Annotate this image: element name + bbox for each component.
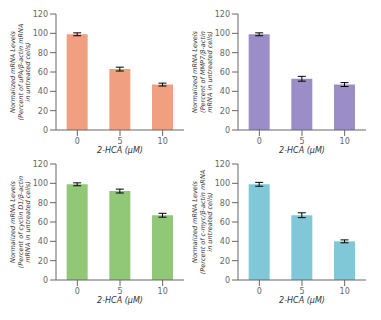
svg-text:0: 0 xyxy=(75,287,80,296)
svg-text:2-HCA (μM): 2-HCA (μM) xyxy=(97,296,143,305)
svg-text:5: 5 xyxy=(117,137,122,146)
svg-text:0: 0 xyxy=(257,287,262,296)
svg-text:2-HCA (μM): 2-HCA (μM) xyxy=(97,146,143,155)
svg-text:100: 100 xyxy=(215,179,230,188)
svg-text:40: 40 xyxy=(38,87,48,96)
svg-text:80: 80 xyxy=(220,49,230,58)
svg-text:10: 10 xyxy=(158,287,168,296)
svg-text:80: 80 xyxy=(38,49,48,58)
svg-text:Normalized mRNA Levels(Percent: Normalized mRNA Levels(Percent of c-myc/… xyxy=(191,170,214,274)
svg-text:10: 10 xyxy=(158,137,168,146)
svg-text:80: 80 xyxy=(38,199,48,208)
svg-text:100: 100 xyxy=(215,29,230,38)
svg-text:10: 10 xyxy=(340,287,350,296)
svg-text:60: 60 xyxy=(38,218,48,227)
svg-text:2-HCA (μM): 2-HCA (μM) xyxy=(279,146,325,155)
svg-text:0: 0 xyxy=(75,137,80,146)
svg-text:10: 10 xyxy=(340,137,350,146)
svg-text:20: 20 xyxy=(220,257,230,266)
svg-text:20: 20 xyxy=(220,107,230,116)
svg-text:0: 0 xyxy=(257,137,262,146)
svg-text:120: 120 xyxy=(33,10,48,19)
svg-text:5: 5 xyxy=(299,287,304,296)
svg-text:60: 60 xyxy=(220,218,230,227)
svg-text:40: 40 xyxy=(220,87,230,96)
svg-text:80: 80 xyxy=(220,199,230,208)
svg-text:40: 40 xyxy=(220,237,230,246)
svg-text:60: 60 xyxy=(38,68,48,77)
svg-text:Normalized mRNA Levels(Percent: Normalized mRNA Levels(Percent of cyclin… xyxy=(9,176,32,268)
svg-text:20: 20 xyxy=(38,107,48,116)
svg-text:100: 100 xyxy=(33,179,48,188)
svg-text:Normalized mRNA Levels(Percent: Normalized mRNA Levels(Percent of uPA/β-… xyxy=(9,24,32,121)
svg-text:0: 0 xyxy=(225,126,230,135)
svg-text:120: 120 xyxy=(33,160,48,169)
svg-text:120: 120 xyxy=(215,160,230,169)
svg-text:60: 60 xyxy=(220,68,230,77)
svg-text:40: 40 xyxy=(38,237,48,246)
svg-text:0: 0 xyxy=(43,276,48,285)
svg-text:20: 20 xyxy=(38,257,48,266)
svg-text:5: 5 xyxy=(299,137,304,146)
svg-text:5: 5 xyxy=(117,287,122,296)
svg-text:2-HCA (μM): 2-HCA (μM) xyxy=(279,296,325,305)
svg-text:0: 0 xyxy=(225,276,230,285)
svg-text:Normalized mRNA Levels(Percent: Normalized mRNA Levels(Percent of MMP7/β… xyxy=(191,30,214,113)
svg-text:100: 100 xyxy=(33,29,48,38)
svg-text:120: 120 xyxy=(215,10,230,19)
svg-text:0: 0 xyxy=(43,126,48,135)
